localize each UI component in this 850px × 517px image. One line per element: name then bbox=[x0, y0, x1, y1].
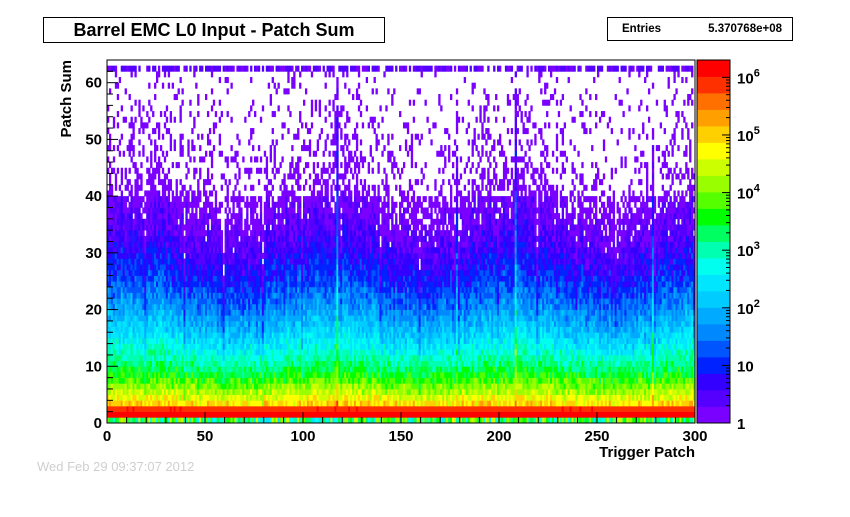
heatmap-cells bbox=[107, 66, 695, 424]
